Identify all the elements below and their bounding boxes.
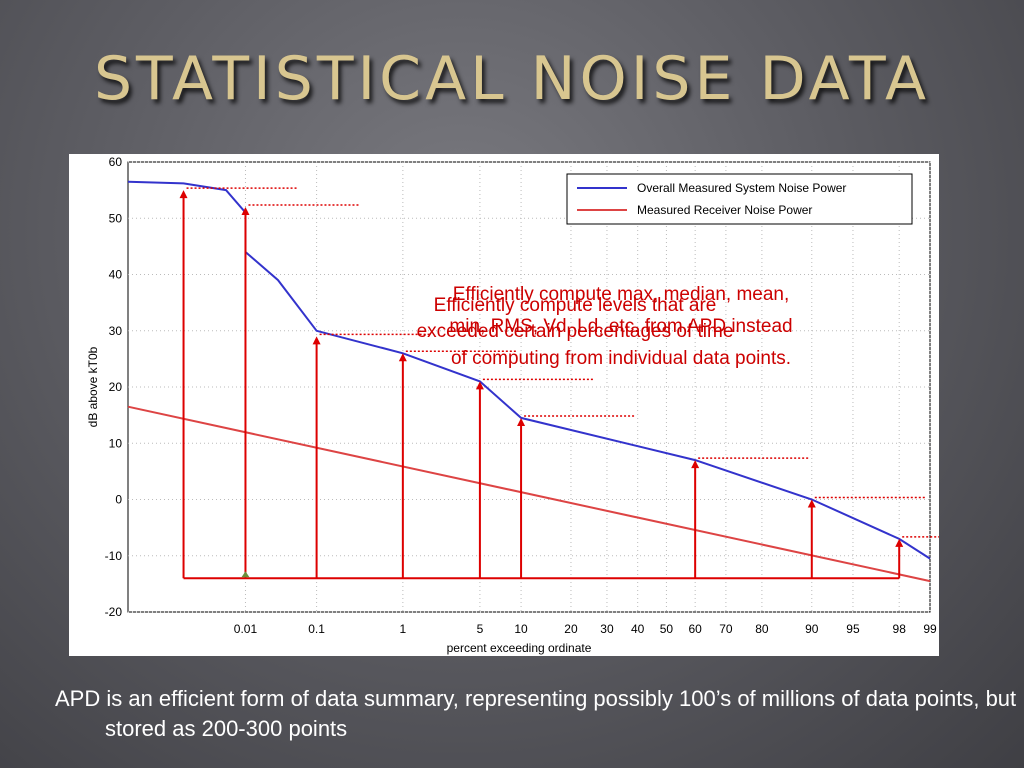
x-tick-label: 0.01 bbox=[234, 622, 258, 636]
x-axis-label: percent exceeding ordinate bbox=[447, 641, 592, 655]
slide-caption: APD is an efficient form of data summary… bbox=[55, 686, 1017, 741]
annotation-text-1: Efficiently compute max, median, mean, bbox=[453, 284, 790, 305]
x-tick-label: 95 bbox=[846, 622, 860, 636]
marker-arrowhead bbox=[312, 336, 321, 345]
y-tick-label: 60 bbox=[109, 155, 123, 169]
marker-arrowhead bbox=[241, 207, 250, 215]
annotation-text-2: exceeded certain percentages of time bbox=[417, 321, 734, 342]
baseline-marker bbox=[241, 571, 250, 578]
x-tick-label: 98 bbox=[893, 622, 907, 636]
x-tick-label: 70 bbox=[719, 622, 733, 636]
legend-entry: Overall Measured System Noise Power bbox=[637, 181, 846, 195]
marker-arrowhead bbox=[691, 460, 700, 469]
y-tick-label: 50 bbox=[109, 211, 123, 225]
chart-container: 60 50 40 30 20 10 0 -10 -20 0.01 0.1 1 5 10 20 30 40 50 60… bbox=[69, 154, 939, 656]
x-tick-label: 5 bbox=[477, 622, 484, 636]
y-tick-label: 30 bbox=[109, 324, 123, 338]
marker-arrowhead bbox=[179, 190, 188, 199]
x-tick-label: 30 bbox=[600, 622, 614, 636]
marker-arrowhead bbox=[895, 538, 904, 547]
legend-box bbox=[566, 173, 913, 225]
x-tick-label: 0.1 bbox=[308, 622, 325, 636]
x-tick-label: 20 bbox=[564, 622, 578, 636]
y-tick-label: 0 bbox=[115, 493, 122, 507]
slide-title: STATISTICAL NOISE DATA bbox=[93, 44, 931, 114]
x-tick-label: 1 bbox=[400, 622, 407, 636]
x-tick-label: 60 bbox=[688, 622, 702, 636]
legend-entry: Measured Receiver Noise Power bbox=[637, 203, 812, 217]
y-axis-label: dB above kT0b bbox=[86, 346, 100, 427]
annotation-text-1: min, RMS, Vd, Ld, etc. from APD instead bbox=[449, 316, 792, 337]
annotation-text-2: Efficiently compute levels that are bbox=[434, 295, 717, 316]
y-tick-label: 40 bbox=[109, 268, 123, 282]
y-tick-label: -20 bbox=[105, 605, 123, 619]
x-tick-label: 50 bbox=[660, 622, 674, 636]
x-tick-label: 99 bbox=[923, 622, 937, 636]
apd-chart: 60 50 40 30 20 10 0 -10 -20 0.01 0.1 1 5 10 20 30 40 50 60… bbox=[86, 155, 939, 655]
annotation-text-1: of computing from individual data points… bbox=[451, 348, 791, 369]
y-tick-label: -10 bbox=[105, 549, 123, 563]
x-tick-label: 80 bbox=[755, 622, 769, 636]
y-tick-label: 20 bbox=[109, 380, 123, 394]
series-line-1 bbox=[127, 180, 931, 560]
x-tick-label: 90 bbox=[805, 622, 819, 636]
marker-arrowhead bbox=[807, 499, 816, 508]
x-tick-label: 40 bbox=[631, 622, 645, 636]
y-tick-label: 10 bbox=[109, 436, 123, 450]
series-line-2 bbox=[127, 405, 931, 583]
marker-arrowhead bbox=[398, 353, 407, 362]
marker-arrowhead bbox=[517, 417, 526, 426]
marker-arrowhead bbox=[475, 381, 484, 390]
x-tick-label: 10 bbox=[514, 622, 528, 636]
